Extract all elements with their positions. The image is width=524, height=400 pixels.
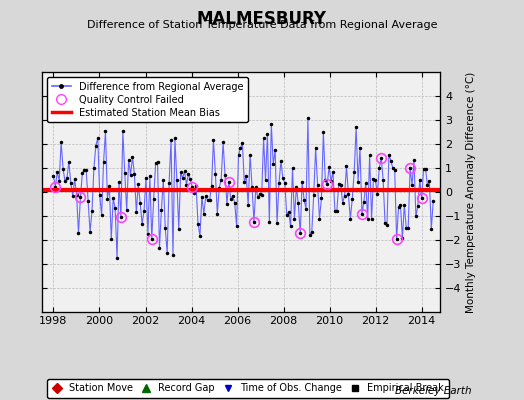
Y-axis label: Monthly Temperature Anomaly Difference (°C): Monthly Temperature Anomaly Difference (… <box>466 71 476 313</box>
Text: Berkeley Earth: Berkeley Earth <box>395 386 472 396</box>
Text: MALMESBURY: MALMESBURY <box>197 10 327 28</box>
Text: Difference of Station Temperature Data from Regional Average: Difference of Station Temperature Data f… <box>87 20 437 30</box>
Legend: Station Move, Record Gap, Time of Obs. Change, Empirical Break: Station Move, Record Gap, Time of Obs. C… <box>47 379 449 398</box>
